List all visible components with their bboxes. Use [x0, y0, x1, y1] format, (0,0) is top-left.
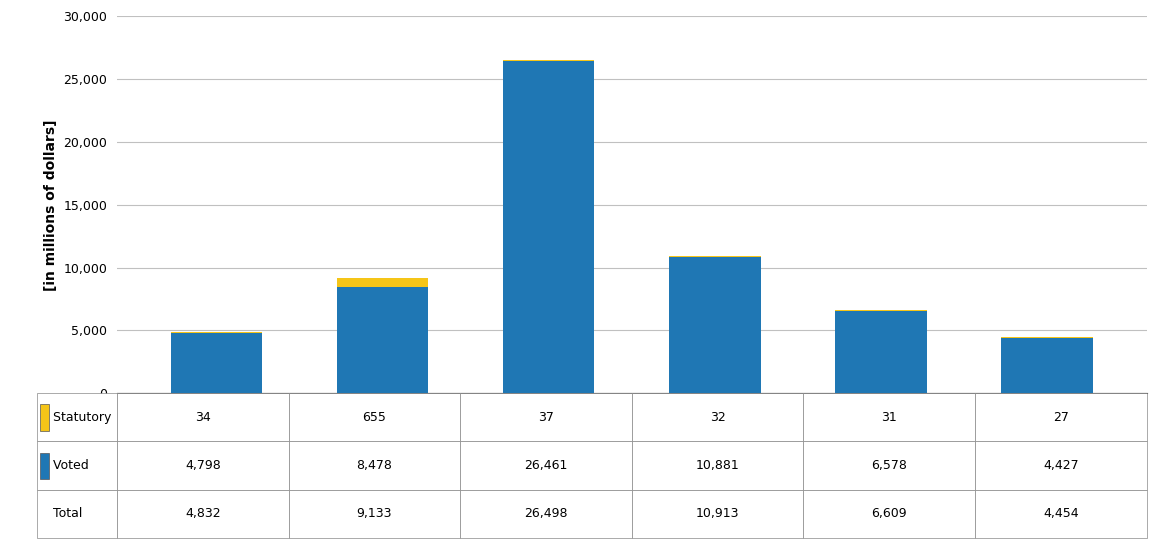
Bar	[337, 278, 428, 287]
Bar	[503, 61, 594, 393]
Bar	[337, 287, 428, 393]
Bar	[171, 333, 262, 393]
Bar	[835, 311, 927, 393]
Bar	[1002, 338, 1093, 393]
Bar	[669, 256, 760, 393]
Y-axis label: [in millions of dollars]: [in millions of dollars]	[43, 119, 57, 290]
